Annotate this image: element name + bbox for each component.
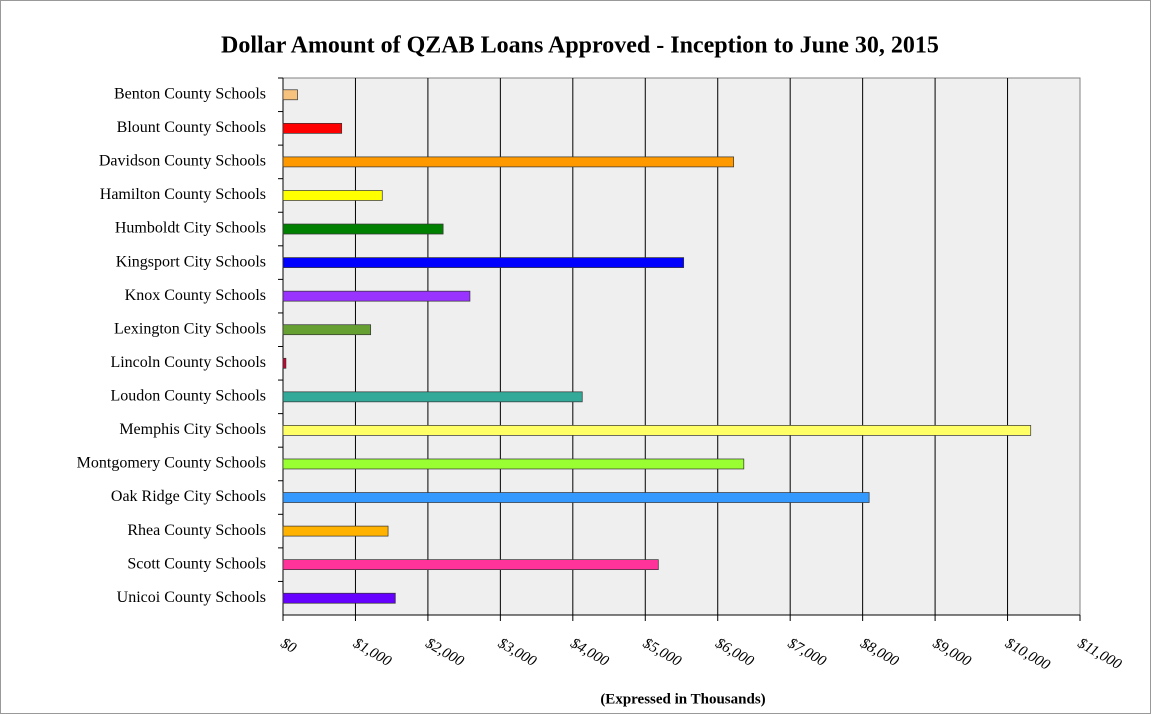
plot-area <box>282 77 1081 616</box>
bar <box>282 122 343 134</box>
bar <box>282 492 870 503</box>
y-tick-label: Scott County Schools <box>127 555 266 572</box>
y-tick-label: Loudon County Schools <box>110 388 266 405</box>
bar <box>282 324 372 336</box>
y-tick-label: Lexington City Schools <box>114 320 266 337</box>
y-tick-label: Montgomery County Schools <box>77 455 266 472</box>
y-tick-label: Benton County Schools <box>114 85 266 102</box>
y-tick-label: Lincoln County Schools <box>110 354 266 371</box>
bar <box>282 190 383 201</box>
y-tick-label: Unicoi County Schools <box>117 589 266 606</box>
bar <box>282 559 659 571</box>
bar <box>282 89 298 101</box>
y-tick-label: Blount County Schools <box>117 119 266 136</box>
bar <box>282 156 735 168</box>
bar <box>282 357 287 369</box>
bar <box>282 257 685 268</box>
chart-title: Dollar Amount of QZAB Loans Approved - I… <box>221 33 939 59</box>
y-tick-label: Knox County Schools <box>125 287 266 304</box>
bar <box>282 223 444 235</box>
y-tick-label: Hamilton County Schools <box>100 186 266 203</box>
bar <box>282 525 389 537</box>
bar <box>282 290 471 302</box>
y-tick-label: Rhea County Schools <box>127 522 266 539</box>
y-tick-label: Memphis City Schools <box>119 421 266 438</box>
bar <box>282 592 396 604</box>
y-tick-label: Kingsport City Schools <box>116 253 266 270</box>
bar <box>282 458 745 470</box>
y-tick-label: Davidson County Schools <box>99 153 266 170</box>
bar <box>282 391 583 403</box>
y-tick-label: Humboldt City Schools <box>115 220 266 237</box>
bar <box>282 425 1032 436</box>
y-tick-label: Oak Ridge City Schools <box>111 488 266 505</box>
x-axis-label: (Expressed in Thousands) <box>600 691 765 707</box>
